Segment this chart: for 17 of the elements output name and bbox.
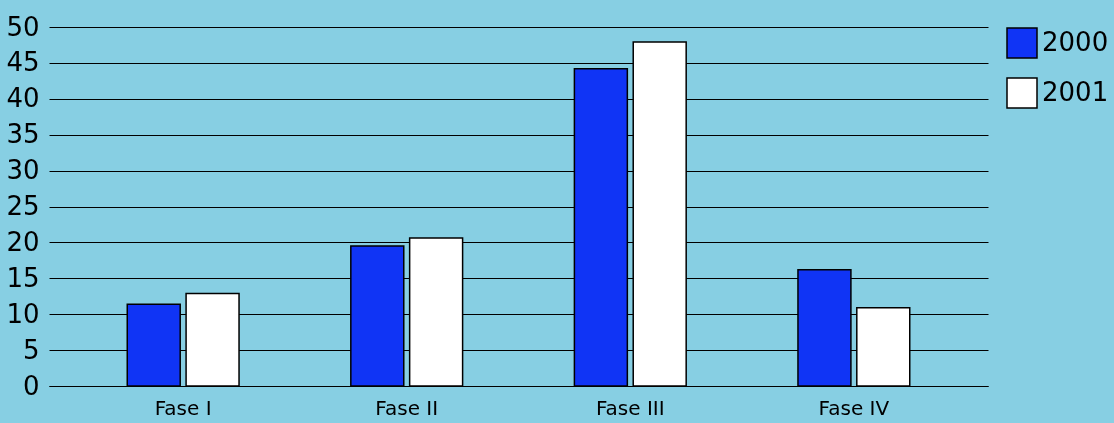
y-tick-label: 30	[6, 155, 40, 186]
y-tick-label: 25	[6, 191, 40, 221]
y-tick-label: 5	[22, 334, 40, 365]
x-tick-label: Fase I	[154, 395, 212, 420]
x-tick-label: Fase III	[595, 395, 665, 420]
y-tick-label: 45	[6, 47, 40, 78]
y-tick-label: 50	[6, 11, 40, 42]
x-tick-label: Fase II	[375, 395, 439, 420]
y-tick-label: 35	[6, 119, 40, 150]
y-tick-label: 10	[6, 298, 40, 329]
y-tick-label: 20	[6, 226, 40, 257]
legend-label: 2000	[1042, 27, 1109, 57]
y-tick-label: 40	[6, 83, 40, 114]
y-tick-label: 0	[22, 370, 40, 401]
legend-label: 2001	[1042, 77, 1109, 107]
x-tick-label: Fase IV	[818, 395, 890, 420]
y-tick-label: 15	[6, 262, 40, 293]
